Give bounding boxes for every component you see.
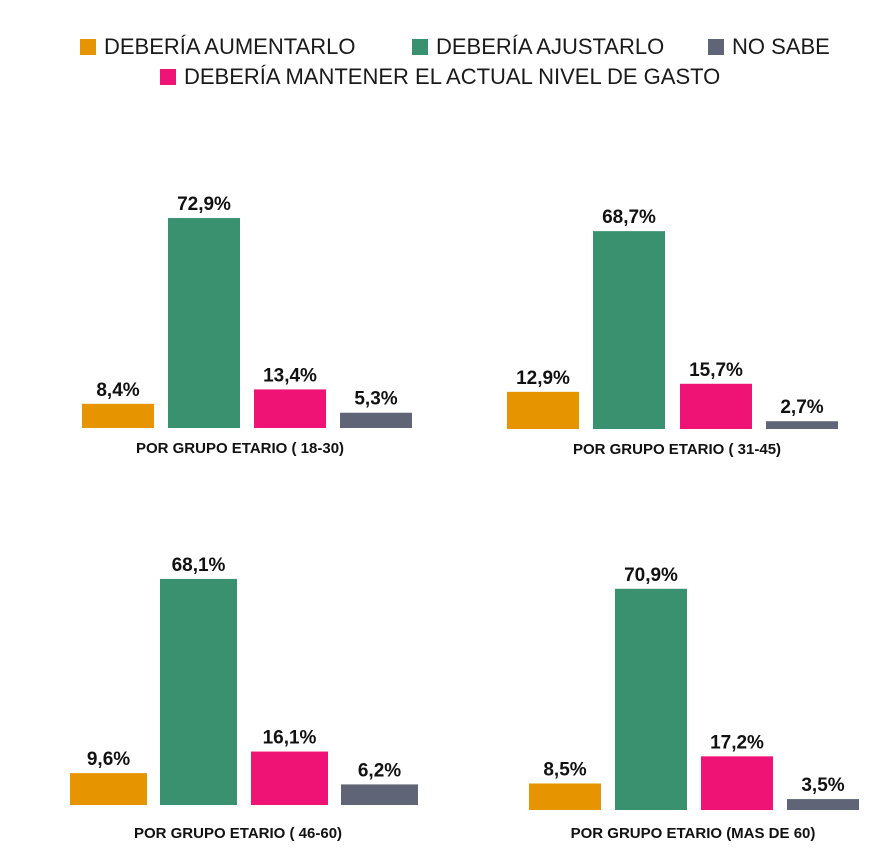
bar-deberia-aumentarlo [507, 391, 579, 429]
chart-panel-1: 8,4% 72,9% 13,4% 5,3% POR GRUPO ETARIO ( 18-… [82, 194, 412, 457]
legend-swatch-icon [160, 69, 176, 85]
data-label: 16,1% [263, 728, 317, 749]
data-label: 5,3% [354, 389, 397, 410]
data-label: 6,2% [358, 760, 401, 781]
data-label: 12,9% [516, 368, 570, 389]
legend-item-ajustarlo: DEBERÍA AJUSTARLO [412, 34, 664, 60]
bar-deberia-mantener-el-actual-nivel-de-gasto [251, 751, 328, 805]
data-label: 2,7% [780, 397, 823, 418]
bar-deberia-mantener-el-actual-nivel-de-gasto [701, 756, 773, 810]
bar-deberia-aumentarlo [70, 773, 147, 805]
chart-title: POR GRUPO ETARIO (MAS DE 60) [571, 825, 816, 842]
chart-panel-3: 9,6% 68,1% 16,1% 6,2% POR GRUPO ETARIO ( 46-… [70, 555, 418, 842]
data-label: 13,4% [263, 365, 317, 386]
legend-item-aumentarlo: DEBERÍA AUMENTARLO [80, 34, 355, 60]
bar-deberia-ajustarlo [168, 218, 240, 428]
data-label: 3,5% [801, 775, 844, 796]
bar-deberia-mantener-el-actual-nivel-de-gasto [254, 389, 326, 428]
data-label: 72,9% [177, 194, 231, 215]
legend-item-mantener: DEBERÍA MANTENER EL ACTUAL NIVEL DE GAST… [160, 64, 720, 90]
legend-swatch-icon [412, 39, 428, 55]
data-label: 68,7% [602, 207, 656, 228]
data-label: 8,5% [543, 759, 586, 780]
chart-title: POR GRUPO ETARIO ( 18-30) [136, 440, 344, 457]
chart-panel-4: 8,5% 70,9% 17,2% 3,5% POR GRUPO ETARIO (MAS … [529, 565, 859, 842]
bar-deberia-ajustarlo [160, 578, 237, 805]
legend-label: DEBERÍA AJUSTARLO [436, 34, 665, 59]
data-label: 17,2% [710, 732, 764, 753]
data-label: 8,4% [96, 380, 139, 401]
chart-title: POR GRUPO ETARIO ( 31-45) [573, 441, 781, 458]
legend-item-no-sabe: NO SABE [708, 34, 830, 60]
bar-no-sabe [340, 412, 412, 428]
bar-deberia-aumentarlo [529, 783, 601, 810]
data-label: 9,6% [87, 749, 130, 770]
bar-deberia-mantener-el-actual-nivel-de-gasto [680, 383, 752, 429]
legend-label: DEBERÍA AUMENTARLO [104, 34, 356, 59]
bar-no-sabe [787, 799, 859, 810]
bar-deberia-ajustarlo [615, 588, 687, 810]
chart-panel-2: 12,9% 68,7% 15,7% 2,7% POR GRUPO ETARIO ( 31… [507, 207, 838, 458]
bar-deberia-aumentarlo [82, 403, 154, 428]
legend-label: DEBERÍA MANTENER EL ACTUAL NIVEL DE GAST… [184, 64, 721, 89]
data-label: 68,1% [172, 555, 226, 576]
data-label: 70,9% [624, 565, 678, 586]
chart-title: POR GRUPO ETARIO ( 46-60) [134, 825, 342, 842]
legend: DEBERÍA AUMENTARLO DEBERÍA AJUSTARLO NO … [0, 0, 887, 100]
legend-label: NO SABE [732, 34, 830, 59]
bar-deberia-ajustarlo [593, 231, 665, 429]
legend-swatch-icon [708, 39, 724, 55]
bar-no-sabe [766, 421, 838, 429]
data-label: 15,7% [689, 360, 743, 381]
bar-no-sabe [341, 784, 418, 805]
legend-swatch-icon [80, 39, 96, 55]
